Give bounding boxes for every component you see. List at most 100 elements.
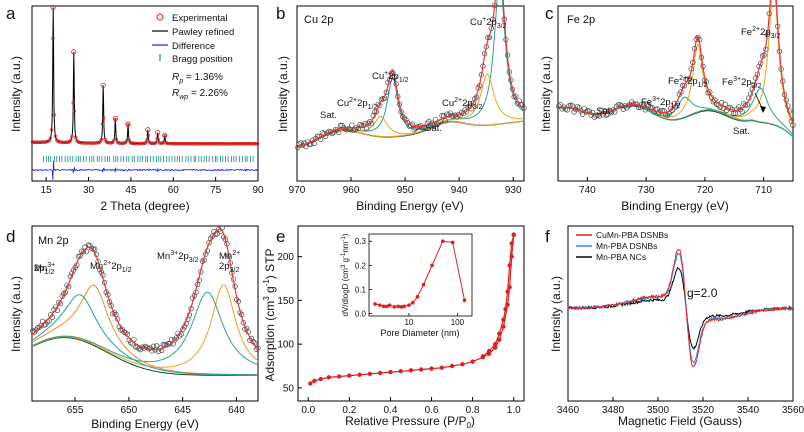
data-point xyxy=(95,258,101,265)
component-curve xyxy=(298,115,525,148)
inset-point xyxy=(377,303,382,307)
panel-a: a 15 30 45 60 75 90 2 Theta (degree) Intensit… xyxy=(6,4,264,213)
isotherm-point xyxy=(312,378,317,384)
xtick-c-data-tick-label: 730 xyxy=(638,185,655,196)
peak-label-sat-c1: Sat. xyxy=(596,106,613,117)
experimental-point xyxy=(154,140,158,145)
xtick-f-tick-label: 3480 xyxy=(602,405,625,416)
data-point xyxy=(695,34,701,41)
envelope-curve xyxy=(557,0,794,123)
inset-point xyxy=(462,298,467,303)
experimental-point xyxy=(114,137,119,141)
epr-curve xyxy=(567,249,793,367)
y-axis-label-e: Adsorption (cm3 g-1) STP xyxy=(262,249,277,382)
xtick-a-tick-label: 90 xyxy=(252,185,264,196)
xtick-f-tick-label: 3460 xyxy=(557,405,580,416)
isotherm-point xyxy=(486,348,492,354)
isotherm-point xyxy=(318,376,323,382)
data-point xyxy=(571,109,577,115)
data-point xyxy=(411,126,417,133)
element-label-b: Cu 2p xyxy=(304,14,333,26)
xtick-f-tick-label: 3520 xyxy=(692,405,715,416)
inset-ytick-label: 0.3 xyxy=(355,237,367,246)
inset-frame xyxy=(368,233,473,317)
inset-point xyxy=(399,305,404,309)
data-point xyxy=(574,103,581,110)
data-point xyxy=(311,140,317,146)
xtick-c-data-tick-label: 710 xyxy=(755,185,772,196)
data-point xyxy=(132,344,139,350)
x-axis-label-c: Binding Energy (eV) xyxy=(621,199,728,213)
experimental-point xyxy=(156,138,161,142)
data-point xyxy=(88,245,95,251)
panel-letter-e: e xyxy=(276,227,285,246)
legend-bragg: Bragg position xyxy=(172,54,233,65)
xtick-d-data-tick-label: 655 xyxy=(67,405,84,416)
inset-point xyxy=(373,302,377,306)
background-curve xyxy=(33,337,258,376)
data-point xyxy=(470,100,476,106)
y-axis-label-a: Intensity (a.u.) xyxy=(9,56,23,132)
legend-refined: Pawley refined xyxy=(172,27,234,38)
cu-xps-data xyxy=(295,0,527,151)
inset-y-axis-label: dV/dlogD (cm3 g-1nm-1) xyxy=(341,233,350,316)
inset-x-axis-label: Pore Diameter (nm) xyxy=(380,328,459,338)
data-point xyxy=(298,140,304,146)
isotherm-point xyxy=(480,354,486,359)
experimental-point xyxy=(49,128,54,132)
data-point xyxy=(345,126,352,132)
xtick-b-data-tick-label: 970 xyxy=(289,185,306,196)
inset-ytick-label: 0.2 xyxy=(355,261,367,270)
inset-point xyxy=(385,304,389,309)
xrd-data xyxy=(30,4,260,180)
experimental-point xyxy=(112,138,116,143)
peak-label-cu2-2p12: Cu2+2p1/2 xyxy=(337,97,378,111)
experimental-peak-point xyxy=(162,132,168,138)
plot-frame-f xyxy=(567,225,794,402)
isotherm-point xyxy=(493,345,498,350)
fe-xps-data xyxy=(556,0,796,138)
data-point xyxy=(603,112,609,118)
xtick-e-tick-label: 0.4 xyxy=(384,405,398,416)
x-ticks-e: 0.0 0.2 0.4 0.6 0.8 1.0 xyxy=(301,397,521,416)
g-value-annotation: g=2.0 xyxy=(687,286,718,300)
experimental-point xyxy=(99,138,103,142)
isotherm-point xyxy=(509,254,514,259)
inset-x-ticks: 10 100 xyxy=(404,313,465,327)
legend-mn-ncs: Mn-PBA NCs xyxy=(596,252,646,262)
isotherm-point xyxy=(419,367,424,372)
x-ticks-b: 970 960 950 940 930 xyxy=(289,177,522,196)
isotherm-point xyxy=(357,372,362,377)
inset-ytick-label: 0.1 xyxy=(355,285,367,294)
data-point xyxy=(712,97,718,103)
data-point xyxy=(447,110,453,116)
inset-point xyxy=(430,263,434,268)
isotherm-point xyxy=(439,365,445,370)
experimental-point xyxy=(69,138,73,143)
xtick-b-data-tick-label: 950 xyxy=(397,185,414,196)
xtick-f-tick-label: 3540 xyxy=(737,405,760,416)
plot-frame-c xyxy=(557,5,794,182)
isotherm-point xyxy=(507,285,512,290)
data-point xyxy=(708,94,715,100)
experimental-point xyxy=(48,136,53,141)
xtick-f-tick-label: 3500 xyxy=(647,405,670,416)
xtick-a-tick-label: 60 xyxy=(168,185,180,196)
peak-label-cu1-2p32: Cu+2p3/2 xyxy=(470,16,507,30)
legend-marker-experimental xyxy=(156,13,164,21)
peak-label-sat-b1: Sat. xyxy=(320,110,337,121)
x-ticks-f: 3460 3480 3500 3520 3540 3560 xyxy=(557,397,804,416)
x-ticks-d: 655 650 645 640 xyxy=(67,397,245,416)
component-curve xyxy=(33,294,258,376)
element-label-d: Mn 2p xyxy=(38,235,69,247)
experimental-peak-point xyxy=(145,127,151,133)
isotherm-point xyxy=(367,371,373,377)
experimental-peak-point xyxy=(100,82,106,88)
inset-point xyxy=(421,282,426,287)
y-axis-label-d: Intensity (a.u.) xyxy=(9,276,23,352)
inset-point xyxy=(387,303,392,307)
isotherm-point xyxy=(429,366,434,371)
xtick-c-data-tick-label: 740 xyxy=(579,185,596,196)
component-curve xyxy=(33,291,259,366)
